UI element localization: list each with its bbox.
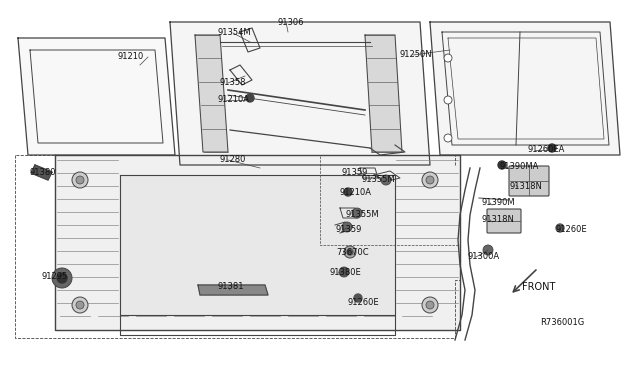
Circle shape [444, 54, 452, 62]
Circle shape [483, 245, 493, 255]
FancyBboxPatch shape [509, 166, 549, 196]
Text: 91359: 91359 [335, 225, 362, 234]
Circle shape [52, 268, 72, 288]
Polygon shape [195, 35, 228, 152]
Text: 91355M: 91355M [362, 175, 396, 184]
Text: 91380: 91380 [30, 168, 56, 177]
Circle shape [72, 297, 88, 313]
Text: 91359: 91359 [342, 168, 369, 177]
Polygon shape [55, 155, 460, 330]
Circle shape [422, 172, 438, 188]
Text: FRONT: FRONT [522, 282, 556, 292]
Text: 91250N: 91250N [400, 50, 433, 59]
Text: 91210: 91210 [118, 52, 144, 61]
Text: 91210A: 91210A [218, 95, 250, 104]
Text: 91381: 91381 [218, 282, 244, 291]
Circle shape [347, 249, 353, 255]
Text: 73670C: 73670C [336, 248, 369, 257]
Text: 91210A: 91210A [340, 188, 372, 197]
Text: 91280: 91280 [220, 155, 246, 164]
Circle shape [344, 188, 352, 196]
Text: 91390MA: 91390MA [500, 162, 540, 171]
Circle shape [444, 96, 452, 104]
Circle shape [72, 172, 88, 188]
Circle shape [426, 176, 434, 184]
Circle shape [76, 301, 84, 309]
Text: 91380E: 91380E [330, 268, 362, 277]
Circle shape [444, 134, 452, 142]
Circle shape [498, 161, 506, 169]
Text: R736001G: R736001G [540, 318, 584, 327]
Circle shape [422, 297, 438, 313]
FancyBboxPatch shape [487, 209, 521, 233]
Circle shape [548, 144, 556, 152]
Circle shape [76, 176, 84, 184]
Circle shape [344, 246, 356, 258]
Circle shape [352, 208, 362, 218]
Text: 91295: 91295 [42, 272, 68, 281]
Circle shape [354, 294, 362, 302]
Text: 91390M: 91390M [482, 198, 516, 207]
Text: 91318N: 91318N [482, 215, 515, 224]
Circle shape [339, 267, 349, 277]
Polygon shape [430, 22, 620, 155]
Text: 91354M: 91354M [218, 28, 252, 37]
Polygon shape [170, 22, 430, 165]
Circle shape [556, 224, 564, 232]
Circle shape [246, 94, 254, 102]
Text: 91318N: 91318N [510, 182, 543, 191]
Polygon shape [18, 38, 175, 155]
Text: 91260E: 91260E [348, 298, 380, 307]
Polygon shape [120, 175, 395, 315]
Text: 91355M: 91355M [345, 210, 379, 219]
Polygon shape [31, 165, 52, 180]
Polygon shape [198, 285, 268, 295]
Circle shape [426, 301, 434, 309]
Circle shape [342, 222, 352, 232]
Text: 91358: 91358 [220, 78, 246, 87]
Text: 91260EA: 91260EA [528, 145, 565, 154]
Text: 91260E: 91260E [556, 225, 588, 234]
Circle shape [381, 175, 391, 185]
Text: 91306: 91306 [278, 18, 305, 27]
Text: 91300A: 91300A [468, 252, 500, 261]
Polygon shape [365, 35, 402, 152]
Circle shape [57, 273, 67, 283]
